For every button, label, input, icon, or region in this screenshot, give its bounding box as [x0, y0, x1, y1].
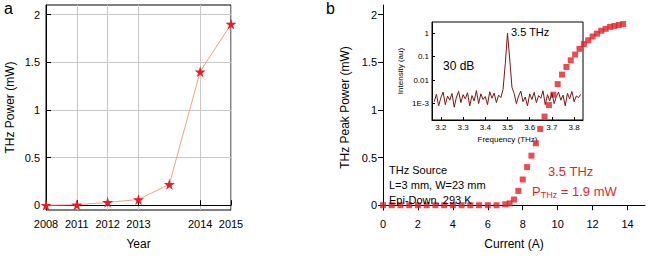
svg-text:2: 2 [415, 218, 421, 230]
svg-text:14: 14 [621, 218, 633, 230]
svg-text:3.6: 3.6 [524, 123, 536, 132]
svg-text:2015: 2015 [219, 218, 243, 230]
svg-text:2012: 2012 [95, 218, 119, 230]
svg-text:Year: Year [126, 237, 150, 251]
svg-text:10: 10 [552, 218, 564, 230]
svg-text:3.5 THz: 3.5 THz [511, 26, 549, 38]
svg-text:2008: 2008 [34, 218, 58, 230]
svg-text:3.8: 3.8 [569, 123, 581, 132]
svg-text:0: 0 [34, 199, 40, 211]
svg-text:0.01: 0.01 [413, 76, 429, 85]
svg-text:Current (A): Current (A) [484, 237, 543, 251]
svg-text:2011: 2011 [65, 218, 89, 230]
svg-text:6: 6 [485, 218, 491, 230]
svg-text:4: 4 [450, 218, 456, 230]
svg-text:THz Source: THz Source [389, 164, 447, 176]
svg-text:3.7: 3.7 [546, 123, 558, 132]
svg-text:2: 2 [34, 9, 40, 21]
svg-text:3.4: 3.4 [480, 123, 492, 132]
svg-text:2014: 2014 [188, 218, 212, 230]
svg-text:Frequency (THz): Frequency (THz) [477, 135, 537, 144]
svg-text:2013: 2013 [126, 218, 150, 230]
svg-text:3.5 THz: 3.5 THz [548, 164, 593, 179]
svg-text:THz Power (mW): THz Power (mW) [3, 62, 17, 154]
svg-text:1.5: 1.5 [25, 56, 40, 68]
svg-text:L=3 mm, W=23 mm: L=3 mm, W=23 mm [389, 179, 486, 191]
svg-text:0.5: 0.5 [362, 152, 377, 164]
svg-text:0.1: 0.1 [418, 52, 430, 61]
svg-text:3.2: 3.2 [435, 123, 447, 132]
svg-text:3.3: 3.3 [458, 123, 470, 132]
svg-text:Intensity (au): Intensity (au) [396, 48, 405, 95]
svg-text:1E-3: 1E-3 [412, 99, 429, 108]
svg-text:b: b [326, 0, 335, 17]
svg-text:3.5: 3.5 [502, 123, 514, 132]
svg-text:12: 12 [586, 218, 598, 230]
svg-text:Epi-Down, 293 K: Epi-Down, 293 K [389, 194, 472, 206]
svg-text:THz Peak Power (mW): THz Peak Power (mW) [338, 46, 352, 169]
svg-text:1: 1 [425, 29, 430, 38]
svg-text:30 dB: 30 dB [443, 59, 474, 73]
svg-text:P: P [532, 184, 541, 199]
svg-text:0: 0 [380, 218, 386, 230]
svg-text:1.5: 1.5 [362, 56, 377, 68]
svg-text:THz: THz [541, 190, 558, 200]
svg-text:1: 1 [371, 104, 377, 116]
svg-text:8: 8 [520, 218, 526, 230]
svg-text:0.5: 0.5 [25, 152, 40, 164]
svg-text:0: 0 [371, 199, 377, 211]
svg-text:= 1.9 mW: = 1.9 mW [557, 184, 617, 199]
svg-text:2: 2 [371, 9, 377, 21]
svg-text:1: 1 [34, 104, 40, 116]
svg-text:a: a [4, 0, 13, 17]
